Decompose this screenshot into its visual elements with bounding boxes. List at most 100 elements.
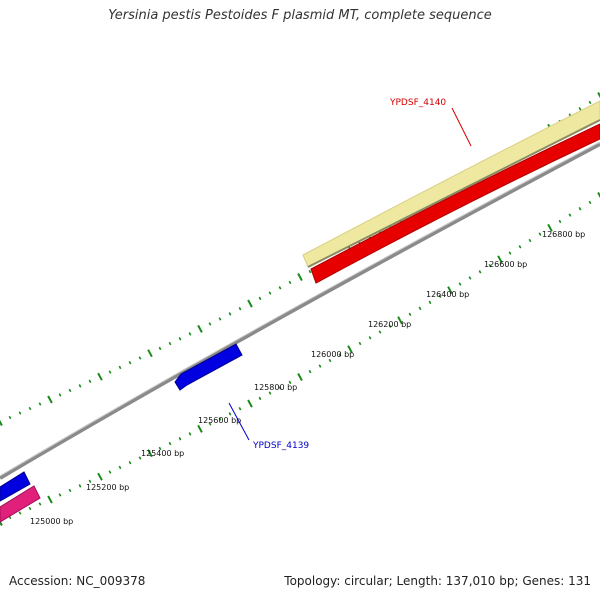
major-tick xyxy=(447,286,453,295)
minor-tick xyxy=(278,286,282,290)
minor-tick xyxy=(268,391,272,395)
minor-tick xyxy=(8,415,12,420)
minor-tick xyxy=(558,219,562,224)
major-tick xyxy=(147,449,153,458)
minor-tick xyxy=(358,341,362,346)
gene-label-ypdsf-4139: YPDSF_4139 xyxy=(252,441,309,451)
minor-tick xyxy=(88,479,92,483)
inner-tick-ring xyxy=(0,192,600,526)
sequence-backbone-highlight xyxy=(0,141,600,477)
minor-tick xyxy=(578,107,582,111)
tick-label: 125600 bp xyxy=(198,416,241,425)
minor-tick xyxy=(308,369,312,374)
minor-tick xyxy=(258,396,262,401)
minor-tick xyxy=(278,386,282,390)
minor-tick xyxy=(368,336,372,340)
minor-tick xyxy=(388,324,392,328)
tick-label: 126200 bp xyxy=(368,320,411,329)
minor-tick xyxy=(188,332,192,336)
minor-tick xyxy=(468,276,472,280)
minor-tick xyxy=(58,493,62,497)
minor-tick xyxy=(38,502,42,506)
minor-tick xyxy=(228,412,232,416)
tick-label: 125000 bp xyxy=(30,517,73,526)
minor-tick xyxy=(178,437,182,441)
major-tick xyxy=(397,316,403,325)
minor-tick xyxy=(78,484,82,488)
minor-tick xyxy=(28,506,32,511)
minor-tick xyxy=(438,294,442,298)
minor-tick xyxy=(538,232,542,236)
tick-label: 126400 bp xyxy=(426,290,469,299)
minor-tick xyxy=(588,100,592,105)
minor-tick xyxy=(18,411,22,415)
gene-label-leader-4139 xyxy=(228,402,250,441)
gene-label-ypdsf-4140: YPDSF_4140 xyxy=(389,98,446,108)
minor-tick xyxy=(288,380,292,385)
minor-tick xyxy=(58,393,62,397)
minor-tick xyxy=(68,488,72,493)
minor-tick xyxy=(268,291,272,295)
major-tick xyxy=(47,395,53,404)
minor-tick xyxy=(208,422,212,426)
minor-tick xyxy=(28,406,32,411)
minor-tick xyxy=(378,330,382,334)
minor-tick xyxy=(578,207,582,211)
gene-label-leader-4140 xyxy=(451,107,472,147)
minor-tick xyxy=(238,407,242,411)
feature-band-yellow xyxy=(302,100,600,268)
major-tick xyxy=(0,519,3,526)
minor-tick xyxy=(508,251,512,255)
minor-tick xyxy=(338,353,342,357)
major-tick xyxy=(247,299,253,308)
minor-tick xyxy=(518,245,522,249)
minor-tick xyxy=(418,306,422,311)
major-tick xyxy=(47,495,53,504)
feature-band-yellow-edge xyxy=(307,119,600,268)
topology-summary: Topology: circular; Length: 137,010 bp; … xyxy=(284,574,591,588)
feature-pink-left[interactable] xyxy=(0,485,41,523)
gene-ypdsf-4139[interactable] xyxy=(174,343,243,391)
tick-label: 125800 bp xyxy=(254,383,297,392)
minor-tick xyxy=(158,446,162,451)
major-tick xyxy=(497,255,503,264)
major-tick xyxy=(0,419,3,426)
gene-ypdsf-4140[interactable] xyxy=(310,123,600,284)
minor-tick xyxy=(128,461,132,465)
minor-tick xyxy=(168,441,172,446)
minor-tick xyxy=(88,379,92,383)
minor-tick xyxy=(118,365,122,370)
feature-blue-left[interactable] xyxy=(0,471,31,502)
minor-tick xyxy=(308,269,312,274)
minor-tick xyxy=(258,296,262,301)
minor-tick xyxy=(428,300,432,305)
minor-tick xyxy=(118,465,122,470)
minor-tick xyxy=(168,341,172,346)
minor-tick xyxy=(178,337,182,341)
major-tick xyxy=(97,372,103,381)
minor-tick xyxy=(228,312,232,316)
major-tick xyxy=(297,373,303,381)
minor-tick xyxy=(288,280,292,285)
minor-tick xyxy=(38,402,42,406)
major-tick xyxy=(597,192,600,199)
minor-tick xyxy=(488,263,492,268)
minor-tick xyxy=(128,361,132,365)
major-tick xyxy=(97,472,103,481)
tick-label: 126800 bp xyxy=(542,230,585,239)
minor-tick xyxy=(458,282,462,286)
minor-tick xyxy=(588,200,592,205)
minor-tick xyxy=(138,456,142,460)
minor-tick xyxy=(218,417,222,421)
tick-label: 126000 bp xyxy=(311,350,354,359)
minor-tick xyxy=(318,364,322,368)
minor-tick xyxy=(528,238,532,243)
minor-tick xyxy=(238,307,242,311)
minor-tick xyxy=(108,370,112,374)
sequence-backbone xyxy=(0,142,600,480)
minor-tick xyxy=(68,388,72,393)
accession-label: Accession: NC_009378 xyxy=(9,574,146,588)
minor-tick xyxy=(158,346,162,351)
minor-tick xyxy=(328,358,332,363)
